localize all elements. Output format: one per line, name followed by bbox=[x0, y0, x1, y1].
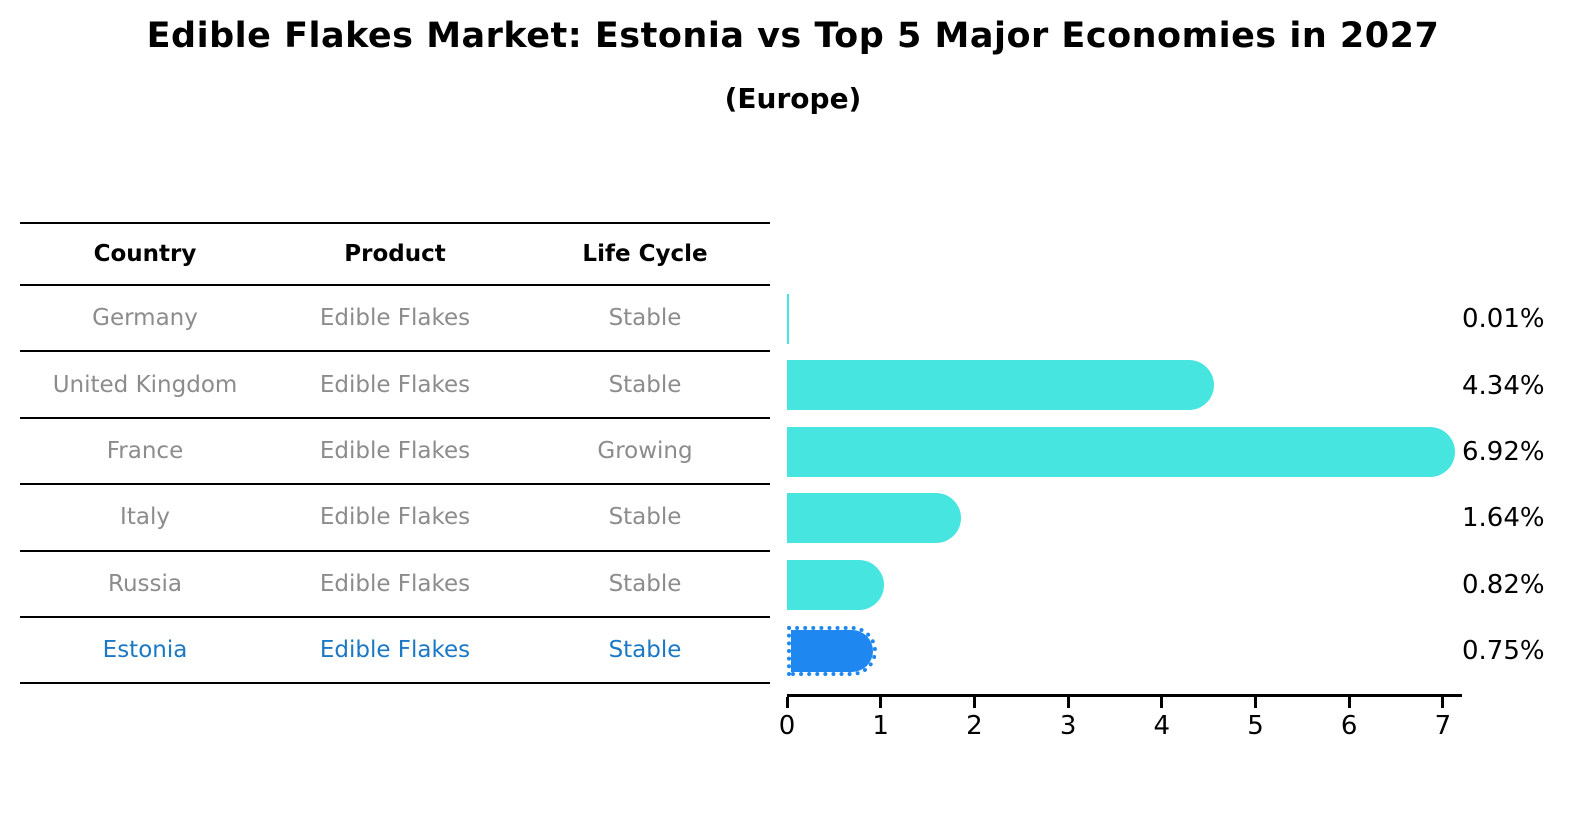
bar-value-label: 0.75% bbox=[1462, 636, 1545, 667]
table-row: Germany Edible Flakes Stable bbox=[20, 286, 770, 353]
x-axis-tick-mark bbox=[1160, 697, 1164, 708]
bar-russia bbox=[787, 559, 884, 610]
table-body: Germany Edible Flakes Stable United Kingdom… bbox=[20, 286, 770, 685]
bar-value-label: 0.82% bbox=[1462, 569, 1545, 600]
bar-estonia bbox=[787, 625, 878, 676]
table-row: Italy Edible Flakes Stable bbox=[20, 485, 770, 552]
table-row: Estonia Edible Flakes Stable bbox=[20, 618, 770, 685]
table-row: United Kingdom Edible Flakes Stable bbox=[20, 352, 770, 419]
table-cell-life-cycle: Stable bbox=[608, 570, 682, 597]
bar-row bbox=[787, 552, 1487, 618]
table-cell-product: Edible Flakes bbox=[319, 437, 471, 464]
x-axis-tick-label: 7 bbox=[1434, 711, 1452, 741]
table-cell-life-cycle: Growing bbox=[597, 437, 693, 464]
bar-row bbox=[787, 485, 1487, 551]
table-header-row: Country Product Life Cycle bbox=[20, 222, 770, 286]
bar-value-label: 1.64% bbox=[1462, 503, 1545, 534]
x-axis-tick-mark bbox=[879, 697, 883, 708]
bar-germany bbox=[787, 294, 789, 344]
x-axis-tick-label: 6 bbox=[1340, 711, 1358, 741]
table-cell-product: Edible Flakes bbox=[319, 637, 471, 664]
table-cell-life-cycle: Stable bbox=[608, 504, 682, 531]
x-axis-tick-label: 4 bbox=[1153, 711, 1171, 741]
x-axis-tick-label: 1 bbox=[872, 711, 889, 741]
table-cell-country: Germany bbox=[92, 305, 198, 332]
bar-row bbox=[787, 618, 1487, 684]
chart-title: Edible Flakes Market: Estonia vs Top 5 M… bbox=[146, 16, 1440, 56]
x-axis-line bbox=[787, 694, 1462, 697]
table-cell-country: Italy bbox=[120, 504, 170, 531]
table-cell-country: Russia bbox=[108, 570, 182, 597]
bar-row bbox=[787, 286, 1487, 352]
bar-value-label: 0.01% bbox=[1462, 304, 1545, 335]
x-axis-tick-label: 0 bbox=[778, 711, 796, 741]
table-cell-country: France bbox=[106, 437, 184, 464]
x-axis-tick-mark bbox=[1347, 697, 1351, 708]
bar-value-label: 4.34% bbox=[1462, 370, 1545, 401]
table-cell-life-cycle: Stable bbox=[608, 371, 682, 398]
table-cell-product: Edible Flakes bbox=[319, 504, 471, 531]
x-axis-tick-mark bbox=[972, 697, 976, 708]
table-cell-product: Edible Flakes bbox=[319, 371, 471, 398]
table-header-country: Country bbox=[93, 241, 197, 267]
bar-row bbox=[787, 419, 1487, 485]
bar-chart-plot-area bbox=[787, 286, 1487, 684]
table-row: Russia Edible Flakes Stable bbox=[20, 552, 770, 618]
x-axis-tick-label: 2 bbox=[966, 711, 983, 741]
x-axis-tick-mark bbox=[785, 697, 789, 708]
x-axis-tick-mark bbox=[1066, 697, 1070, 708]
table-cell-country: United Kingdom bbox=[52, 371, 238, 398]
table-header-product: Product bbox=[344, 241, 446, 267]
table-row: France Edible Flakes Growing bbox=[20, 419, 770, 486]
bar-italy bbox=[787, 493, 961, 544]
bar-value-label: 6.92% bbox=[1462, 437, 1545, 467]
table-cell-product: Edible Flakes bbox=[319, 305, 471, 332]
table-cell-life-cycle: Stable bbox=[608, 305, 682, 332]
x-axis-tick-mark bbox=[1254, 697, 1257, 708]
x-axis-tick-mark bbox=[1441, 697, 1445, 708]
table-cell-life-cycle: Stable bbox=[608, 637, 682, 664]
x-axis-tick-label: 5 bbox=[1247, 711, 1264, 741]
bar-row bbox=[787, 352, 1487, 418]
table-cell-product: Edible Flakes bbox=[319, 570, 471, 597]
chart-subtitle: (Europe) bbox=[724, 82, 862, 115]
x-axis-tick-label: 3 bbox=[1059, 711, 1077, 741]
bar-united-kingdom bbox=[787, 360, 1214, 411]
table-cell-country: Estonia bbox=[102, 637, 188, 664]
bar-france bbox=[787, 426, 1456, 477]
country-table: Country Product Life Cycle Germany Edible… bbox=[20, 222, 770, 685]
table-header-life-cycle: Life Cycle bbox=[582, 241, 708, 267]
